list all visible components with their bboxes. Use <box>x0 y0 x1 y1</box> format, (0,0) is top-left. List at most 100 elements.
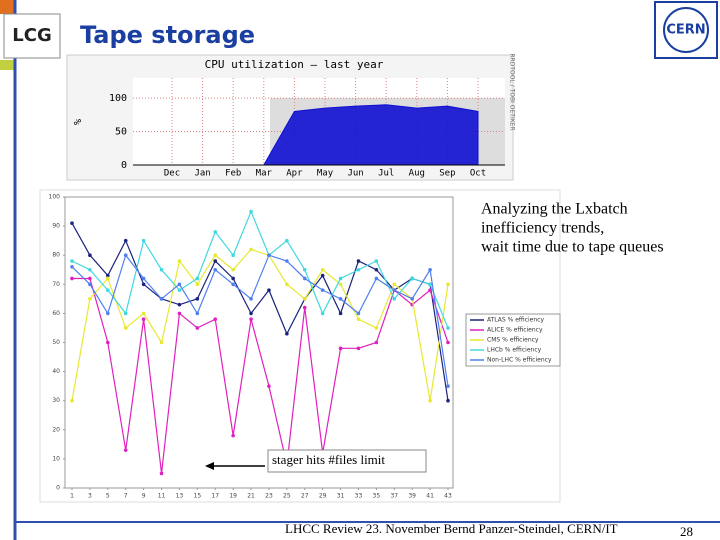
series-point <box>356 346 361 351</box>
x-tick-label: 11 <box>158 493 166 500</box>
y-tick-label: 20 <box>52 426 60 433</box>
series-point <box>428 398 432 403</box>
series-point <box>141 282 146 287</box>
body-line: wait time due to tape queues <box>481 239 664 256</box>
body-line: Analyzing the Lxbatch <box>481 201 628 218</box>
series-point <box>159 340 164 345</box>
x-tick-label: Jan <box>194 169 210 179</box>
logo-text: CERN <box>666 23 705 38</box>
series-point <box>320 311 325 316</box>
x-tick-label: Oct <box>470 169 486 179</box>
legend-box <box>465 313 561 367</box>
series-point <box>159 297 164 301</box>
x-tick-label: 29 <box>319 493 327 500</box>
series-point <box>123 311 128 316</box>
series-point <box>195 326 200 330</box>
logo-ring <box>663 7 709 53</box>
series-point <box>88 267 92 272</box>
series-point <box>302 276 307 281</box>
series-point <box>231 276 235 281</box>
series-line <box>71 248 449 401</box>
x-tick-label: 33 <box>355 493 363 500</box>
series-point <box>141 238 146 243</box>
x-tick-label: 39 <box>408 493 416 500</box>
series-point <box>249 311 253 316</box>
x-tick-label: 3 <box>88 493 92 500</box>
series-point <box>195 297 200 301</box>
series-point <box>195 311 200 316</box>
y-tick-label: 100 <box>109 93 127 104</box>
x-tick-label: Apr <box>286 169 303 179</box>
legend-label: ALICE % efficiency <box>487 327 543 334</box>
series-point <box>446 384 450 388</box>
series-point <box>446 326 450 330</box>
series-point <box>285 238 289 243</box>
series-point <box>231 253 235 257</box>
series-point <box>285 331 289 336</box>
series-point <box>123 326 128 330</box>
series-point <box>267 253 271 257</box>
series-point <box>338 311 343 316</box>
x-tick-label: 13 <box>176 493 184 500</box>
series-point <box>302 305 307 310</box>
y-tick-label: 80 <box>52 252 60 259</box>
series-point <box>213 253 218 257</box>
series-point <box>374 267 379 272</box>
legend-label: LHCb % efficiency <box>487 347 542 354</box>
series-point <box>213 230 218 234</box>
x-tick-label: 1 <box>70 493 74 500</box>
series-point <box>213 259 218 263</box>
series-point <box>141 317 146 322</box>
series-point <box>338 282 343 287</box>
series-point <box>392 282 397 287</box>
x-tick-label: 5 <box>106 493 110 500</box>
series-point <box>70 265 74 269</box>
series-point <box>320 267 325 272</box>
annotation-arrowhead <box>205 462 214 470</box>
x-tick-label: 43 <box>444 493 452 500</box>
series-point <box>231 267 235 272</box>
series-point <box>159 267 164 272</box>
series-point <box>285 282 289 287</box>
legend-label: ATLAS % efficiency <box>487 317 544 324</box>
series-point <box>428 282 432 287</box>
y-tick-label: 30 <box>52 397 60 404</box>
series-point <box>106 273 110 278</box>
x-tick-label: 17 <box>211 493 219 500</box>
x-tick-label: 23 <box>265 493 273 500</box>
x-tick-label: Jul <box>378 169 394 179</box>
y-tick-label: 10 <box>52 455 60 462</box>
series-point <box>320 288 325 292</box>
series-point <box>267 384 271 388</box>
y-axis-label: % <box>73 119 84 125</box>
deco-square <box>0 60 14 70</box>
series-point <box>356 267 361 272</box>
series-point <box>446 340 450 345</box>
x-tick-label: Mar <box>256 169 273 179</box>
x-tick-label: 9 <box>142 493 146 500</box>
series-point <box>249 247 253 252</box>
series-point <box>410 297 414 301</box>
logo-text: LCG <box>12 25 51 46</box>
x-tick-label: 41 <box>426 493 434 500</box>
slide-title: Tape storage <box>80 21 255 49</box>
series-point <box>195 276 200 281</box>
legend-label: Non-LHC % efficiency <box>487 357 552 364</box>
x-tick-label: Feb <box>225 169 241 179</box>
series-point <box>195 282 200 287</box>
annotation: stager hits #files limit <box>272 452 385 467</box>
series-point <box>123 448 128 452</box>
series-point <box>392 297 397 301</box>
series-point <box>177 282 182 287</box>
series-point <box>302 297 307 301</box>
series-point <box>141 276 146 281</box>
chart-title: CPU utilization – last year <box>205 58 384 71</box>
plot-area <box>64 196 454 489</box>
series-point <box>446 398 450 403</box>
series-line <box>71 253 449 387</box>
x-tick-label: 37 <box>390 493 398 500</box>
y-tick-label: 0 <box>121 160 127 171</box>
series-point <box>356 259 361 263</box>
series-point <box>123 238 128 243</box>
x-tick-label: Jun <box>347 169 363 179</box>
